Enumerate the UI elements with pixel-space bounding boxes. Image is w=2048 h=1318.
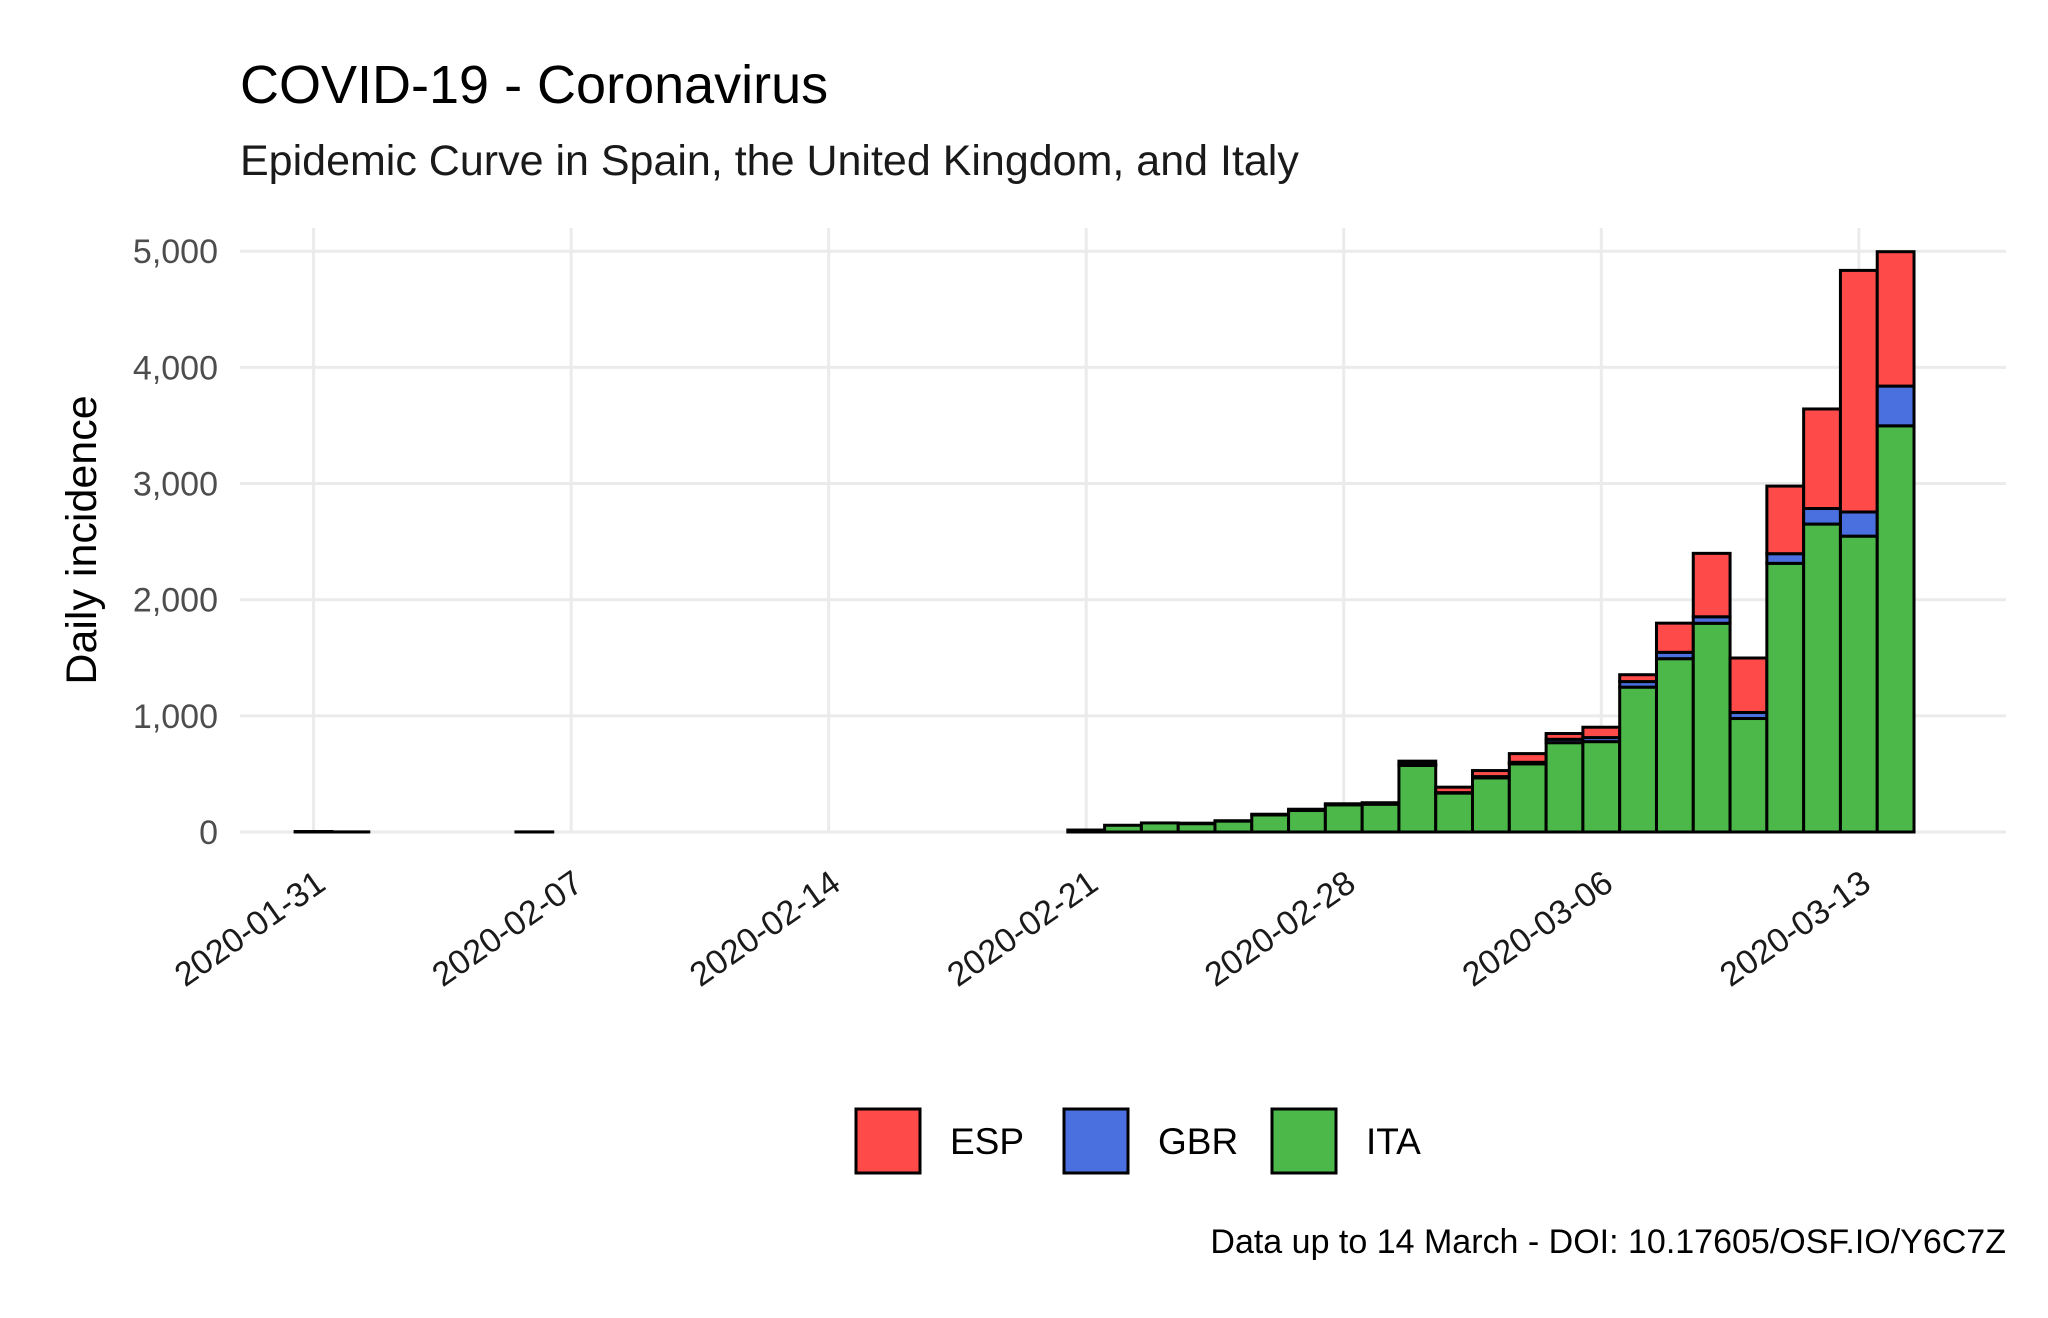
chart-subtitle: Epidemic Curve in Spain, the United King… xyxy=(240,137,1299,185)
bar-esp xyxy=(1654,621,1695,654)
x-tick-label: 2020-03-13 xyxy=(1713,863,1877,994)
bar-gbr xyxy=(1802,507,1842,526)
bar-ita xyxy=(1250,813,1291,834)
bar-ita xyxy=(1544,741,1585,834)
legend-swatch-esp xyxy=(854,1107,922,1175)
bar-ita xyxy=(1581,740,1622,834)
legend: ESP GBR ITA xyxy=(854,1107,1421,1175)
bar-gbr xyxy=(1875,384,1916,428)
bar-esp xyxy=(1691,551,1732,619)
bar-ita xyxy=(1360,802,1401,834)
legend-swatch-gbr xyxy=(1062,1107,1130,1175)
bar-esp xyxy=(1287,807,1327,813)
legend-label-ita: ITA xyxy=(1366,1121,1421,1162)
bar-esp xyxy=(1323,802,1364,807)
bar-esp xyxy=(1802,407,1842,511)
bar-esp xyxy=(1471,769,1511,779)
bars xyxy=(293,250,1916,834)
bar-ita xyxy=(1618,685,1658,834)
bar-ita xyxy=(1765,561,1806,834)
y-axis-label: Daily incidence xyxy=(58,395,106,684)
bar-ita xyxy=(1397,763,1438,834)
bar-esp xyxy=(1728,656,1769,714)
bar-esp xyxy=(1838,268,1879,514)
x-tick-label: 2020-02-07 xyxy=(425,863,589,994)
bar-ita xyxy=(1287,809,1327,834)
y-axis-ticks: 0 1,000 2,000 3,000 4,000 5,000 xyxy=(133,233,218,852)
x-tick-label: 2020-02-28 xyxy=(1198,863,1362,994)
bar-ita xyxy=(1213,819,1254,834)
x-tick-label: 2020-02-21 xyxy=(941,863,1105,994)
y-tick-label: 5,000 xyxy=(133,233,218,271)
bar-ita xyxy=(1139,821,1180,834)
bar-esp xyxy=(1544,732,1585,741)
bar-esp xyxy=(1765,484,1806,556)
bar-esp xyxy=(1434,785,1475,795)
bar-ita xyxy=(1434,791,1475,834)
bar-esp xyxy=(1507,752,1548,764)
bar-esp xyxy=(1397,759,1438,766)
bar-ita xyxy=(1728,717,1769,834)
bar-esp xyxy=(1360,801,1401,806)
bar-esp xyxy=(1618,673,1658,684)
legend-label-gbr: GBR xyxy=(1158,1121,1238,1162)
x-tick-label: 2020-01-31 xyxy=(168,863,332,994)
bar-esp xyxy=(1581,725,1622,740)
x-tick-label: 2020-02-14 xyxy=(683,863,847,994)
y-tick-label: 3,000 xyxy=(133,466,218,504)
bar-ita xyxy=(1838,534,1879,834)
bar-ita xyxy=(1323,803,1364,834)
legend-label-esp: ESP xyxy=(950,1121,1024,1162)
x-axis-ticks: 2020-01-31 2020-02-07 2020-02-14 2020-02-21… xyxy=(168,863,1878,994)
y-tick-label: 2,000 xyxy=(133,582,218,620)
y-tick-label: 1,000 xyxy=(133,698,218,736)
chart-caption: Data up to 14 March - DOI: 10.17605/OSF.… xyxy=(1210,1223,2006,1261)
bar-gbr xyxy=(1838,510,1879,538)
bar-esp xyxy=(1250,812,1291,817)
bar-ita xyxy=(1507,762,1548,834)
bar-ita xyxy=(1802,522,1842,834)
chart-title: COVID-19 - Coronavirus xyxy=(240,55,828,115)
bar-ita xyxy=(1103,823,1143,834)
bar-ita xyxy=(1691,621,1732,834)
x-tick-label: 2020-03-06 xyxy=(1456,863,1620,994)
y-tick-label: 0 xyxy=(199,814,218,852)
legend-swatch-ita xyxy=(1270,1107,1338,1175)
bar-ita xyxy=(1066,828,1107,834)
bar-esp xyxy=(1875,250,1916,388)
bar-ita xyxy=(1654,657,1695,834)
bar-ita xyxy=(1875,424,1916,834)
y-tick-label: 4,000 xyxy=(133,349,218,387)
bar-ita xyxy=(1471,776,1511,834)
